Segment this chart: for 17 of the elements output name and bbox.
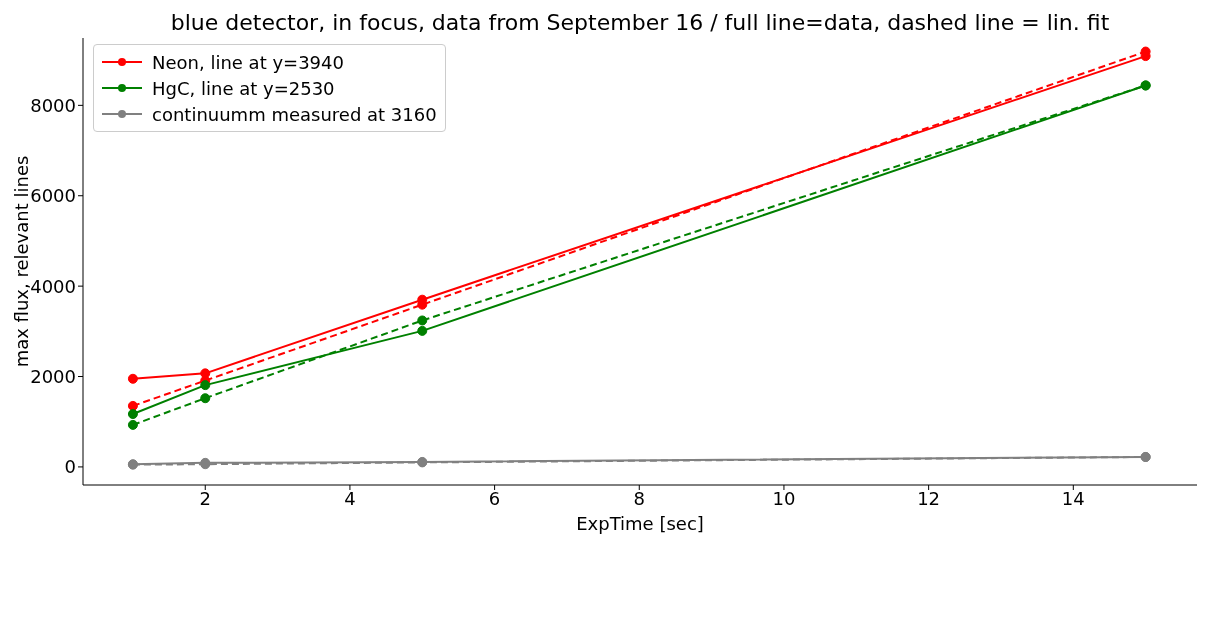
y-tick-label: 0 <box>64 456 76 478</box>
legend-label: HgC, line at y=2530 <box>152 77 335 99</box>
y-tick-label: 2000 <box>30 365 76 387</box>
legend-label: Neon, line at y=3940 <box>152 51 344 73</box>
x-tick-label: 10 <box>772 487 796 509</box>
x-tick-label: 12 <box>917 487 941 509</box>
x-axis-title: ExpTime [sec] <box>576 513 704 534</box>
x-tick-label: 6 <box>488 487 501 509</box>
chart-title: blue detector, in focus, data from September 16 / full line=data, dashed line = lin. fit <box>169 10 1111 35</box>
x-tick-label: 4 <box>344 487 356 509</box>
y-tick-label: 4000 <box>30 275 76 297</box>
y-tick-label: 6000 <box>30 185 76 207</box>
x-tick-label: 2 <box>199 487 211 509</box>
y-tick-label: 8000 <box>30 94 76 116</box>
legend-label: continuumm measured at 3160 <box>152 103 437 125</box>
x-tick-label: 14 <box>1061 487 1085 509</box>
x-tick-label: 8 <box>633 487 645 509</box>
